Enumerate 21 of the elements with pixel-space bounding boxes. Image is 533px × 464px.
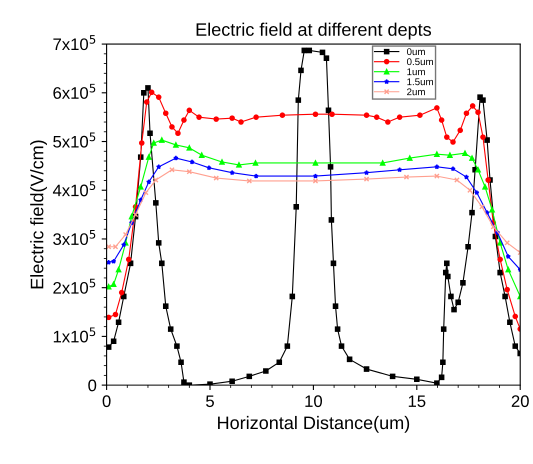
legend-label: 0.5um: [406, 58, 433, 66]
x-tick-label: 0: [102, 395, 111, 408]
x-tick-label: 5: [206, 395, 214, 408]
y-tick-label: 0: [88, 380, 96, 392]
y-tick-label: 2x10$^{5}$: [53, 278, 96, 294]
x-tick-label: 15: [408, 395, 426, 408]
y-tick-label: 4x10$^{5}$: [52, 181, 96, 196]
legend-label: 1.5um: [407, 78, 433, 86]
y-tick-label: 7x10$^{5}$: [53, 35, 96, 50]
legend-label: 0um: [406, 48, 425, 56]
y-tick-label: 5x10$^{5}$: [53, 132, 96, 148]
y-tick-label: 3x10$^{5}$: [53, 230, 96, 246]
y-tick-label: 1x10$^{5}$: [54, 327, 96, 342]
x-axis-title: Horizontal Distance(um): [218, 416, 410, 433]
x-tick-label: 10: [305, 395, 322, 408]
legend-label: 2um: [407, 88, 425, 96]
y-tick-label: 6x10$^{5}$: [53, 84, 96, 99]
x-tick-label: 20: [512, 395, 529, 408]
legend-label: 1um: [407, 68, 425, 76]
y-axis-title: Electric field(V/cm): [30, 140, 47, 288]
chart-title: Electric field at different depts: [196, 22, 432, 40]
